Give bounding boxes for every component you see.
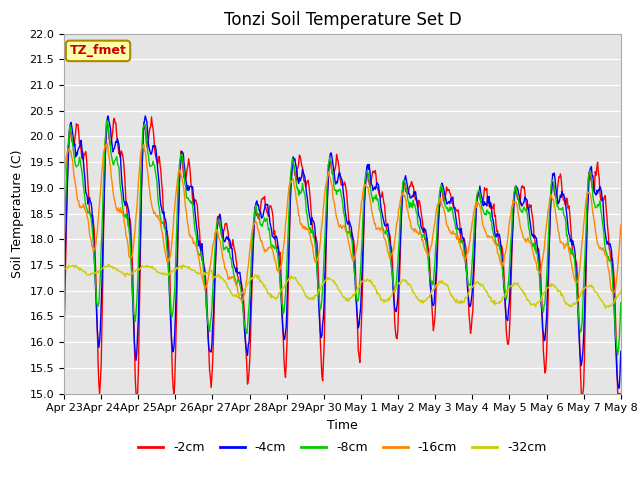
-2cm <box>215 219 223 225</box>
-2cm <box>128 254 136 260</box>
-4cm <box>617 348 625 354</box>
-32cm <box>60 266 68 272</box>
-8cm <box>411 202 419 208</box>
-16cm <box>185 227 193 232</box>
-2cm <box>428 303 436 309</box>
-16cm <box>617 222 625 228</box>
-8cm <box>185 196 193 202</box>
-8cm <box>614 352 621 358</box>
-32cm <box>70 264 78 270</box>
-2cm <box>186 161 193 167</box>
-32cm <box>411 292 419 298</box>
-4cm <box>616 385 623 391</box>
-4cm <box>428 289 435 295</box>
-8cm <box>428 278 435 284</box>
-16cm <box>128 252 136 258</box>
-32cm <box>214 272 222 277</box>
-8cm <box>60 242 68 248</box>
-2cm <box>96 391 104 396</box>
-4cm <box>411 191 419 197</box>
-8cm <box>128 285 136 291</box>
-32cm <box>428 291 435 297</box>
-16cm <box>60 180 68 186</box>
-4cm <box>70 143 78 149</box>
-32cm <box>185 263 193 269</box>
-2cm <box>70 143 78 148</box>
-4cm <box>60 289 68 295</box>
-16cm <box>412 226 419 232</box>
-32cm <box>128 271 136 277</box>
-8cm <box>70 153 78 158</box>
-16cm <box>238 298 246 304</box>
Y-axis label: Soil Temperature (C): Soil Temperature (C) <box>11 149 24 278</box>
Line: -8cm: -8cm <box>64 120 621 355</box>
Legend: -2cm, -4cm, -8cm, -16cm, -32cm: -2cm, -4cm, -8cm, -16cm, -32cm <box>133 436 552 459</box>
-16cm <box>104 140 111 146</box>
-2cm <box>617 391 625 396</box>
-32cm <box>602 305 609 311</box>
-8cm <box>617 300 625 306</box>
Line: -2cm: -2cm <box>64 117 621 394</box>
-2cm <box>148 114 156 120</box>
Line: -32cm: -32cm <box>64 264 621 308</box>
Line: -4cm: -4cm <box>64 116 621 388</box>
-8cm <box>103 117 111 123</box>
-16cm <box>214 232 222 238</box>
-16cm <box>428 240 436 246</box>
-4cm <box>127 259 135 264</box>
X-axis label: Time: Time <box>327 419 358 432</box>
-32cm <box>105 261 113 267</box>
-8cm <box>214 218 222 224</box>
-32cm <box>617 288 625 294</box>
-2cm <box>412 197 419 203</box>
-4cm <box>214 217 222 223</box>
-4cm <box>141 113 149 119</box>
Title: Tonzi Soil Temperature Set D: Tonzi Soil Temperature Set D <box>223 11 461 29</box>
Line: -16cm: -16cm <box>64 143 621 301</box>
-2cm <box>60 329 68 335</box>
Text: TZ_fmet: TZ_fmet <box>70 44 127 58</box>
-4cm <box>185 187 193 193</box>
-16cm <box>70 174 78 180</box>
